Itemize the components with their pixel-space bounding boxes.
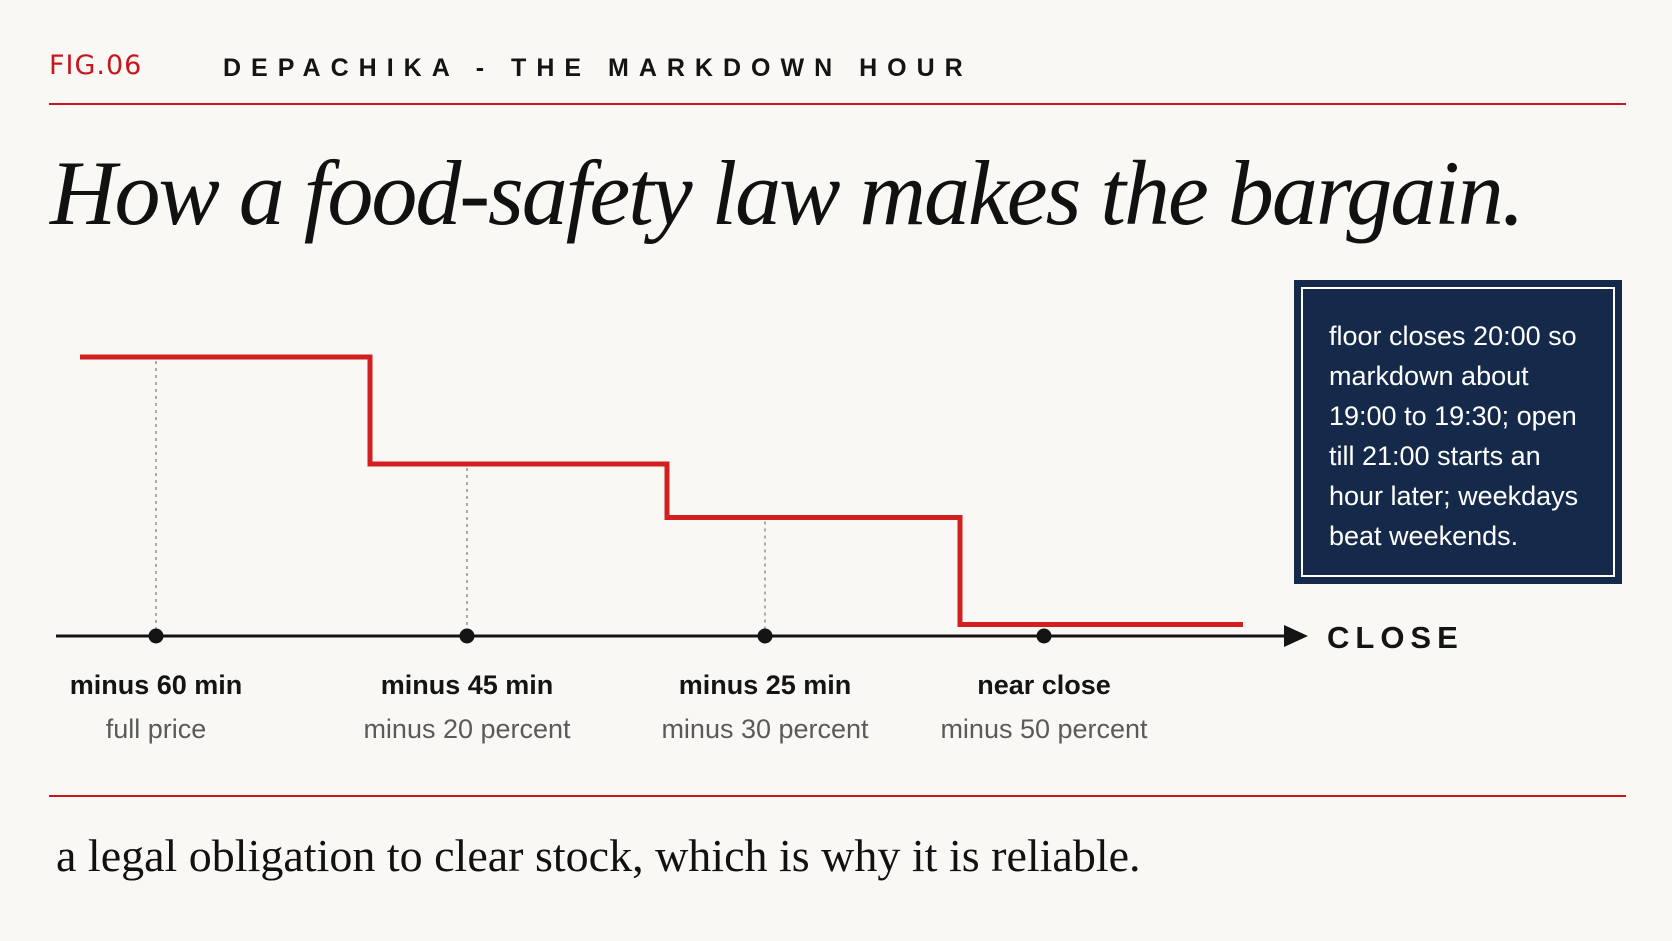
- tick-sublabel: minus 30 percent: [661, 714, 869, 744]
- bottom-divider: [49, 795, 1626, 797]
- tick-label: minus 45 min: [381, 670, 554, 700]
- tick-label: minus 25 min: [679, 670, 852, 700]
- note-text: floor closes 20:00 so markdown about 19:…: [1301, 287, 1615, 577]
- caption: a legal obligation to clear stock, which…: [56, 830, 1141, 881]
- tick-sublabel: minus 20 percent: [363, 714, 571, 744]
- figure-kicker: DEPACHIKA - THE MARKDOWN HOUR: [223, 54, 973, 82]
- tick-labels: minus 60 min full price minus 45 min minus …: [70, 670, 1148, 744]
- figure-number: FIG.06: [49, 50, 143, 81]
- tick-dot: [459, 628, 475, 644]
- tick-sublabel: minus 50 percent: [940, 714, 1148, 744]
- tick-sublabel: full price: [106, 714, 207, 744]
- tick-dot: [757, 628, 773, 644]
- price-step-line: [80, 354, 1243, 627]
- tick-dot: [148, 628, 164, 644]
- axis-end-label: CLOSE: [1327, 620, 1464, 655]
- tick-dot: [1036, 628, 1052, 644]
- time-axis-arrowhead: [1284, 625, 1308, 647]
- tick-label: minus 60 min: [70, 670, 243, 700]
- headline: How a food-safety law makes the bargain.: [50, 142, 1525, 244]
- note-box: floor closes 20:00 so markdown about 19:…: [1294, 280, 1622, 584]
- top-divider: [49, 103, 1626, 105]
- tick-label: near close: [977, 670, 1111, 700]
- tick-markers: [148, 628, 1052, 644]
- guide-lines: [155, 361, 1045, 629]
